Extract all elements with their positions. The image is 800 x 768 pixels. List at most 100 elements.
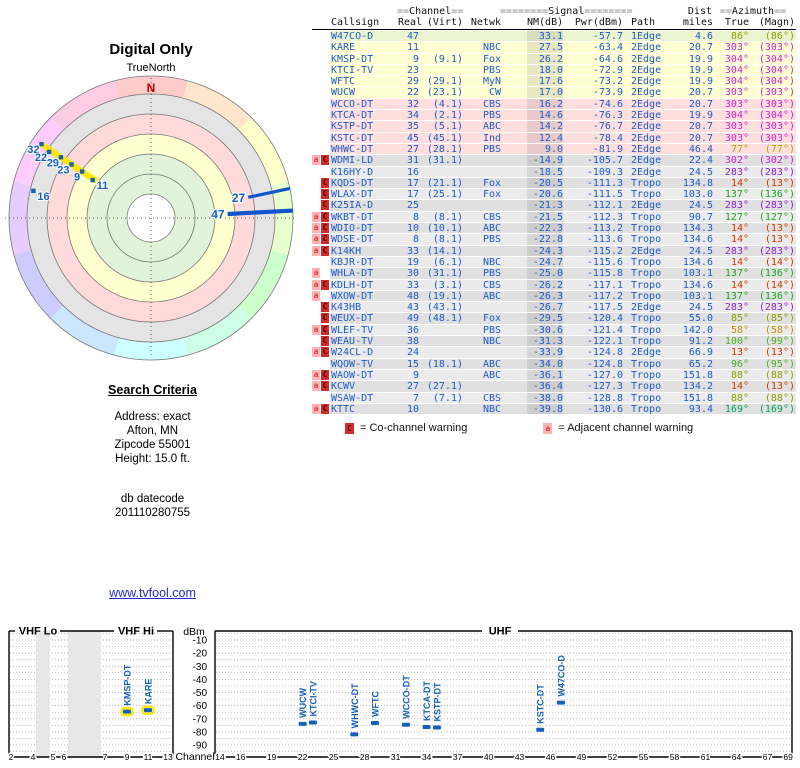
cell-callsign: WEAU-TV bbox=[331, 336, 374, 348]
station-marker bbox=[31, 188, 36, 194]
cell-spacer bbox=[501, 144, 527, 154]
cell-noise-margin: -36.1 bbox=[527, 369, 563, 381]
cell-real-channel: 10 bbox=[406, 223, 419, 235]
cell-azimuth-true: 14° bbox=[730, 223, 749, 235]
cell-power: -121.4 bbox=[586, 324, 623, 336]
cell-virtual-channel: (27.1) bbox=[426, 381, 463, 393]
search-criteria-title: Search Criteria bbox=[108, 383, 197, 397]
adjacent-channel-marker-icon: a bbox=[312, 403, 320, 414]
cell-real-channel: 45 bbox=[406, 132, 419, 144]
cell-virtual-channel: (8.1) bbox=[432, 211, 463, 223]
co-channel-marker-icon: C bbox=[321, 324, 329, 335]
header-channel-group: ==Channel== bbox=[397, 6, 464, 17]
cell-noise-margin: -30.6 bbox=[527, 324, 563, 336]
cell-virtual-channel: (5.1) bbox=[432, 121, 463, 133]
cell-azimuth-true: 303° bbox=[724, 132, 749, 144]
cell-azimuth-true: 14° bbox=[730, 279, 749, 291]
cell-azimuth-magnetic: (14°) bbox=[764, 256, 795, 268]
cell-distance: 20.7 bbox=[688, 98, 713, 110]
adjacent-channel-marker-icon: a bbox=[312, 381, 320, 392]
cell-spacer bbox=[501, 291, 527, 301]
db-datecode-label: db datecode bbox=[120, 493, 185, 505]
cell-spacer bbox=[501, 167, 527, 177]
highlight-ring bbox=[141, 705, 155, 715]
cell-azimuth-true: 14° bbox=[730, 256, 749, 268]
cell-noise-margin: -24.3 bbox=[527, 245, 563, 257]
table-row: a WXOW-DT 48 (19.1) ABC -26.3 -117.2 Tropo 103.1… bbox=[312, 290, 796, 303]
cell-noise-margin: -39.8 bbox=[527, 403, 563, 415]
cell-distance: 93.4 bbox=[688, 403, 713, 415]
cell-network: ABC bbox=[482, 358, 501, 370]
cell-network: CBS bbox=[482, 279, 501, 291]
cell-path: 2Edge bbox=[631, 76, 662, 88]
tvfool-link[interactable]: www.tvfool.com bbox=[109, 586, 196, 600]
cell-virtual-channel bbox=[419, 370, 463, 380]
table-row: C WLAX-DT 17 (25.1) Fox -20.6 -111.5 Tropo 103.0… bbox=[312, 189, 796, 201]
cell-callsign: KTCI-TV bbox=[331, 64, 374, 76]
cell-azimuth-true: 303° bbox=[724, 121, 749, 133]
cell-virtual-channel bbox=[419, 404, 463, 414]
band-label-uhf: UHF bbox=[489, 626, 512, 638]
cell-real-channel: 17 bbox=[406, 177, 419, 189]
x-axis-label: Channel bbox=[175, 751, 214, 763]
cell-distance: 90.7 bbox=[688, 211, 713, 223]
marker-placeholder bbox=[321, 268, 329, 278]
table-row: a C WDIO-DT 10 (10.1) ABC -22.3 -113.2 Tropo 134.… bbox=[312, 223, 796, 235]
band-label-vhf-lo: VHF Lo bbox=[19, 626, 58, 638]
cell-callsign: WDSE-DT bbox=[331, 234, 374, 246]
adjacent-channel-marker-icon: a bbox=[312, 347, 320, 358]
station-marker bbox=[58, 155, 64, 160]
marker-placeholder bbox=[321, 54, 329, 64]
table-row: a C KCWV 27 (27.1) -36.4 -127.3 Tropo 134.2 14° (1… bbox=[312, 381, 796, 393]
cell-distance: 24.5 bbox=[688, 302, 713, 314]
cell-distance: 134.6 bbox=[682, 279, 713, 291]
co-channel-marker-icon: C bbox=[321, 155, 329, 166]
legend-co-channel-text: = Co-channel warning bbox=[360, 422, 468, 435]
adjacent-channel-marker-icon: a bbox=[312, 155, 320, 166]
cell-distance: 134.2 bbox=[682, 381, 713, 393]
marker-placeholder bbox=[312, 110, 320, 120]
col-magn: (Magn) bbox=[758, 17, 795, 28]
channel-tick-label: 67 bbox=[763, 752, 773, 762]
cell-spacer bbox=[501, 393, 527, 403]
cell-distance: 103.1 bbox=[682, 268, 713, 280]
header-azimuth-group: ==Azimuth== bbox=[719, 6, 787, 17]
cell-distance: 91.2 bbox=[688, 336, 713, 348]
cell-real-channel: 33 bbox=[406, 279, 419, 291]
cell-network: MyN bbox=[482, 76, 501, 88]
cell-network: ABC bbox=[482, 369, 501, 381]
channel-tick-label: 52 bbox=[608, 752, 618, 762]
col-path: Path bbox=[631, 17, 656, 28]
cell-network: CBS bbox=[482, 98, 501, 110]
cell-distance: 19.9 bbox=[688, 110, 713, 122]
cell-distance: 20.7 bbox=[688, 42, 713, 54]
marker-placeholder bbox=[312, 54, 320, 64]
cell-spacer bbox=[501, 133, 527, 143]
signal-point-label: KSTC-DT bbox=[536, 684, 546, 724]
marker-placeholder bbox=[312, 42, 320, 52]
cell-virtual-channel: (45.1) bbox=[426, 132, 463, 144]
cell-spacer bbox=[501, 223, 527, 233]
table-row: a C WDSE-DT 8 (8.1) PBS -22.8 -113.6 Tropo 134.6 1… bbox=[312, 234, 796, 246]
cell-power: -76.3 bbox=[592, 110, 623, 122]
cell-callsign: WEUX-DT bbox=[331, 313, 374, 325]
cell-noise-margin: -22.3 bbox=[527, 223, 563, 234]
y-tick-label: -70 bbox=[193, 714, 208, 725]
cell-distance: 19.9 bbox=[688, 53, 713, 65]
cell-path: 2Edge bbox=[631, 245, 662, 257]
table-row: a C WDMI-LD 31 (31.1) -14.9 -105.7 2Edge 22.4 302… bbox=[312, 155, 796, 167]
cell-network bbox=[463, 167, 501, 177]
cell-callsign: K14KH bbox=[331, 245, 362, 257]
table-row: C K25IA-D 25 -21.3 -112.1 2Edge 24.5 283° (283°) bbox=[312, 200, 796, 212]
cell-callsign: K16HY-D bbox=[331, 166, 374, 178]
cell-callsign: WHLA-DT bbox=[331, 268, 374, 280]
cell-network bbox=[463, 155, 501, 165]
marker-placeholder bbox=[321, 99, 329, 109]
cell-azimuth-magnetic: (303°) bbox=[758, 121, 795, 133]
channel-tick-label: 40 bbox=[484, 752, 494, 762]
col-netwk: Netwk bbox=[470, 17, 501, 28]
channel-tick-label: 7 bbox=[103, 752, 108, 762]
cell-network: NBC bbox=[482, 403, 501, 415]
marker-placeholder bbox=[312, 336, 320, 346]
cell-real-channel: 33 bbox=[406, 245, 419, 257]
